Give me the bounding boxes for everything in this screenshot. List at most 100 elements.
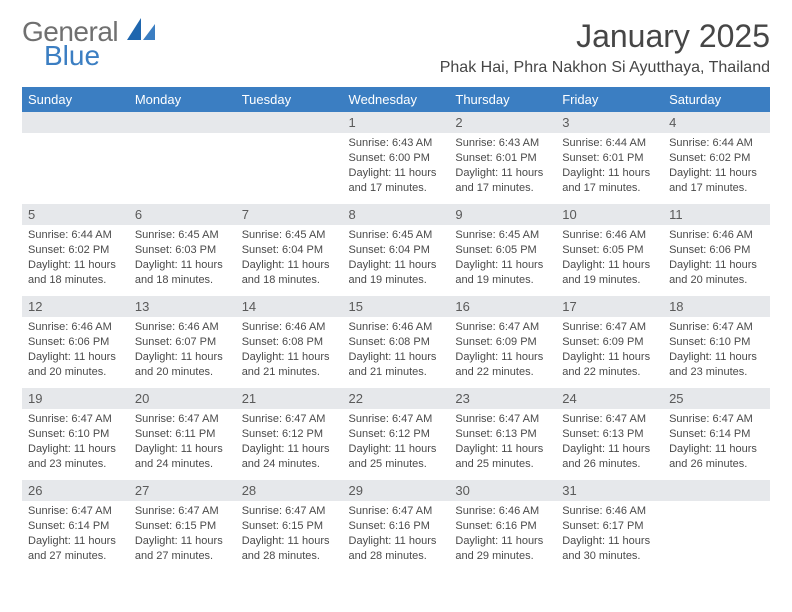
sunrise-text: Sunrise: 6:43 AM [455,136,550,151]
daylight-text-2: and 17 minutes. [349,181,444,196]
daylight-text-2: and 26 minutes. [669,457,764,472]
daylight-text-1: Daylight: 11 hours [242,442,337,457]
day-details: Sunrise: 6:44 AMSunset: 6:01 PMDaylight:… [556,133,663,195]
sunrise-text: Sunrise: 6:46 AM [669,228,764,243]
sunset-text: Sunset: 6:13 PM [562,427,657,442]
day-number: 20 [129,388,236,409]
day-number: 7 [236,204,343,225]
day-details: Sunrise: 6:47 AMSunset: 6:15 PMDaylight:… [129,501,236,563]
calendar-cell: 27Sunrise: 6:47 AMSunset: 6:15 PMDayligh… [129,480,236,572]
day-details: Sunrise: 6:47 AMSunset: 6:14 PMDaylight:… [663,409,770,471]
weekday-header: Wednesday [343,87,450,112]
calendar-cell [663,480,770,572]
daylight-text-1: Daylight: 11 hours [349,442,444,457]
month-title: January 2025 [440,18,770,55]
sunset-text: Sunset: 6:05 PM [455,243,550,258]
day-number: 25 [663,388,770,409]
sunrise-text: Sunrise: 6:45 AM [242,228,337,243]
daylight-text-2: and 26 minutes. [562,457,657,472]
logo-sail-icon [127,18,157,45]
daylight-text-2: and 19 minutes. [455,273,550,288]
daylight-text-1: Daylight: 11 hours [562,442,657,457]
sunset-text: Sunset: 6:10 PM [669,335,764,350]
day-number: 26 [22,480,129,501]
location-subtitle: Phak Hai, Phra Nakhon Si Ayutthaya, Thai… [440,59,770,77]
sunset-text: Sunset: 6:04 PM [349,243,444,258]
sunrise-text: Sunrise: 6:47 AM [455,320,550,335]
daylight-text-1: Daylight: 11 hours [242,350,337,365]
sunrise-text: Sunrise: 6:43 AM [349,136,444,151]
sunset-text: Sunset: 6:01 PM [562,151,657,166]
day-details: Sunrise: 6:47 AMSunset: 6:12 PMDaylight:… [236,409,343,471]
sunrise-text: Sunrise: 6:46 AM [242,320,337,335]
calendar-cell: 19Sunrise: 6:47 AMSunset: 6:10 PMDayligh… [22,388,129,480]
calendar-cell: 22Sunrise: 6:47 AMSunset: 6:12 PMDayligh… [343,388,450,480]
sunrise-text: Sunrise: 6:47 AM [455,412,550,427]
daylight-text-1: Daylight: 11 hours [669,350,764,365]
calendar-cell: 10Sunrise: 6:46 AMSunset: 6:05 PMDayligh… [556,204,663,296]
sunrise-text: Sunrise: 6:44 AM [669,136,764,151]
daylight-text-1: Daylight: 11 hours [669,166,764,181]
daylight-text-1: Daylight: 11 hours [28,350,123,365]
calendar-cell: 13Sunrise: 6:46 AMSunset: 6:07 PMDayligh… [129,296,236,388]
daylight-text-2: and 27 minutes. [135,549,230,564]
daylight-text-1: Daylight: 11 hours [455,442,550,457]
weekday-header: Saturday [663,87,770,112]
sunrise-text: Sunrise: 6:45 AM [135,228,230,243]
day-number: 3 [556,112,663,133]
empty-day-bar [236,112,343,133]
day-number: 17 [556,296,663,317]
daylight-text-1: Daylight: 11 hours [455,350,550,365]
daylight-text-1: Daylight: 11 hours [562,258,657,273]
daylight-text-2: and 28 minutes. [242,549,337,564]
day-details: Sunrise: 6:43 AMSunset: 6:01 PMDaylight:… [449,133,556,195]
calendar-row: 1Sunrise: 6:43 AMSunset: 6:00 PMDaylight… [22,112,770,204]
day-number: 14 [236,296,343,317]
sunset-text: Sunset: 6:10 PM [28,427,123,442]
calendar-cell: 15Sunrise: 6:46 AMSunset: 6:08 PMDayligh… [343,296,450,388]
calendar-row: 5Sunrise: 6:44 AMSunset: 6:02 PMDaylight… [22,204,770,296]
sunrise-text: Sunrise: 6:47 AM [135,412,230,427]
title-block: January 2025 Phak Hai, Phra Nakhon Si Ay… [440,18,770,77]
day-details: Sunrise: 6:46 AMSunset: 6:08 PMDaylight:… [343,317,450,379]
sunset-text: Sunset: 6:12 PM [349,427,444,442]
daylight-text-1: Daylight: 11 hours [242,534,337,549]
daylight-text-1: Daylight: 11 hours [349,166,444,181]
daylight-text-1: Daylight: 11 hours [562,534,657,549]
calendar-cell: 6Sunrise: 6:45 AMSunset: 6:03 PMDaylight… [129,204,236,296]
daylight-text-2: and 28 minutes. [349,549,444,564]
day-details: Sunrise: 6:47 AMSunset: 6:10 PMDaylight:… [663,317,770,379]
day-number: 2 [449,112,556,133]
day-number: 31 [556,480,663,501]
daylight-text-2: and 19 minutes. [349,273,444,288]
daylight-text-1: Daylight: 11 hours [349,534,444,549]
calendar-cell: 23Sunrise: 6:47 AMSunset: 6:13 PMDayligh… [449,388,556,480]
calendar-cell: 12Sunrise: 6:46 AMSunset: 6:06 PMDayligh… [22,296,129,388]
day-details: Sunrise: 6:47 AMSunset: 6:15 PMDaylight:… [236,501,343,563]
sunset-text: Sunset: 6:08 PM [349,335,444,350]
sunrise-text: Sunrise: 6:47 AM [135,504,230,519]
daylight-text-1: Daylight: 11 hours [135,258,230,273]
calendar-cell: 14Sunrise: 6:46 AMSunset: 6:08 PMDayligh… [236,296,343,388]
daylight-text-2: and 18 minutes. [135,273,230,288]
sunset-text: Sunset: 6:16 PM [349,519,444,534]
daylight-text-2: and 20 minutes. [135,365,230,380]
daylight-text-1: Daylight: 11 hours [135,350,230,365]
day-details: Sunrise: 6:46 AMSunset: 6:07 PMDaylight:… [129,317,236,379]
day-details: Sunrise: 6:45 AMSunset: 6:04 PMDaylight:… [236,225,343,287]
day-number: 19 [22,388,129,409]
day-number: 12 [22,296,129,317]
sunset-text: Sunset: 6:12 PM [242,427,337,442]
daylight-text-1: Daylight: 11 hours [135,534,230,549]
sunrise-text: Sunrise: 6:46 AM [349,320,444,335]
sunset-text: Sunset: 6:16 PM [455,519,550,534]
sunset-text: Sunset: 6:04 PM [242,243,337,258]
calendar-cell: 31Sunrise: 6:46 AMSunset: 6:17 PMDayligh… [556,480,663,572]
day-details: Sunrise: 6:45 AMSunset: 6:05 PMDaylight:… [449,225,556,287]
weekday-header: Friday [556,87,663,112]
daylight-text-2: and 25 minutes. [349,457,444,472]
day-number: 8 [343,204,450,225]
daylight-text-2: and 24 minutes. [242,457,337,472]
weekday-header-row: Sunday Monday Tuesday Wednesday Thursday… [22,87,770,112]
sunrise-text: Sunrise: 6:47 AM [669,412,764,427]
